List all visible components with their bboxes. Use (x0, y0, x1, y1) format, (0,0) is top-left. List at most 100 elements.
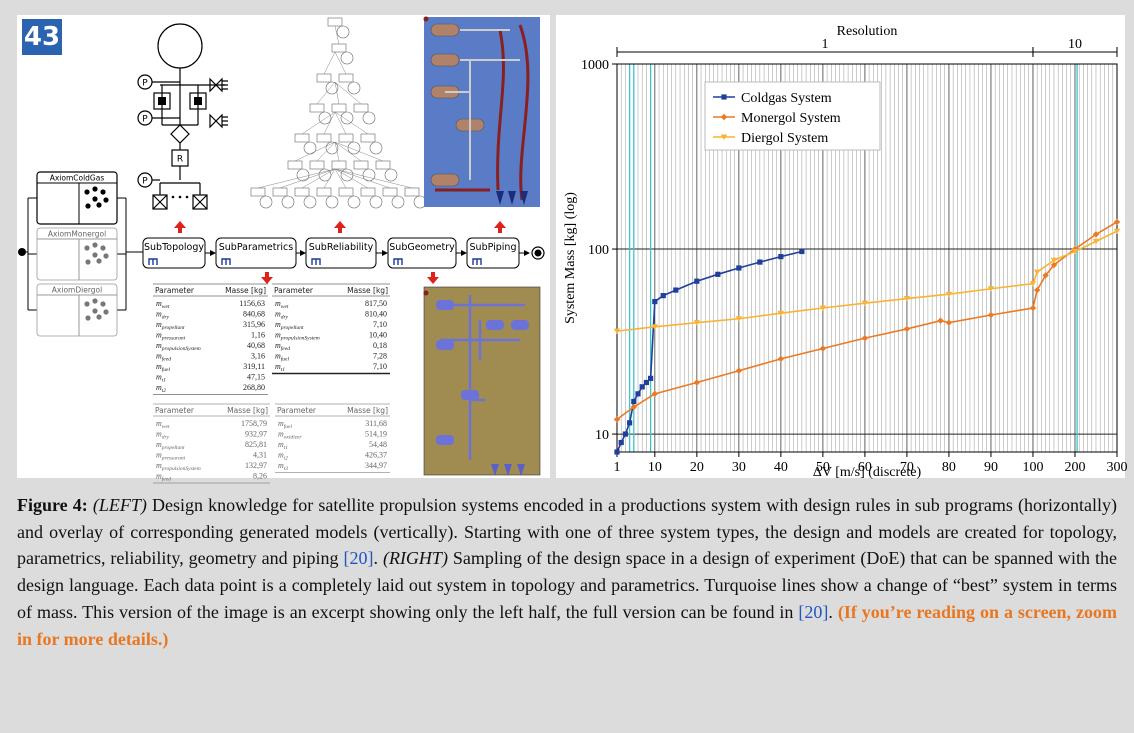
param-sub: dry (162, 435, 170, 441)
geo-part (436, 300, 454, 310)
tree-leaf (337, 26, 349, 38)
axiom-dot (85, 259, 90, 264)
param-sub: propulsionSystem (280, 336, 320, 342)
param-value: 8,26 (253, 472, 267, 481)
param-value: 268,80 (243, 383, 265, 392)
tree-leaf (348, 82, 360, 94)
caption-cite[interactable]: [20] (798, 602, 828, 622)
legend-label: Coldgas System (741, 91, 832, 106)
end-core (535, 250, 542, 257)
param-sub: t1 (281, 367, 286, 373)
marker (736, 265, 741, 270)
param-value: 840,68 (243, 310, 265, 319)
tree-node (317, 134, 331, 142)
param-value: 54,48 (369, 440, 387, 449)
tank-cyl (431, 24, 459, 36)
tree-node (288, 161, 302, 169)
corner (424, 17, 429, 22)
param-value: 426,37 (365, 451, 387, 460)
param-sub: feed (281, 345, 290, 352)
tree-node (405, 188, 419, 196)
corner (424, 291, 429, 296)
table-header: Masse [kg] (225, 286, 266, 295)
marker (778, 254, 783, 259)
tree-node (310, 161, 324, 169)
sub-program-label: SubReliability (309, 242, 374, 253)
tree-node (332, 161, 346, 169)
marker (652, 299, 657, 304)
param-sub: propellant (161, 325, 185, 331)
param-sub: t2 (162, 388, 167, 394)
tree-node (317, 188, 331, 196)
param-sub: wet (162, 424, 170, 430)
caption-cite[interactable]: [20] (344, 548, 374, 568)
table-header: Parameter (277, 406, 317, 415)
x-tick-label: 1 (614, 460, 621, 475)
param-value: 315,96 (243, 320, 265, 329)
tree-node (354, 104, 368, 112)
param-value: 311,68 (365, 419, 387, 428)
param-value: 319,11 (243, 362, 265, 371)
table-header: Masse [kg] (347, 286, 388, 295)
geo-part (436, 435, 454, 445)
tree-leaf (304, 196, 316, 208)
axiom-dot (103, 253, 108, 258)
axiom-dot (92, 308, 97, 313)
legend-label: Diergol System (741, 131, 828, 146)
param-sub: propulsionSystem (161, 346, 201, 352)
page: 43PPRPAxiomColdGasAxiomMonergolAxiomDier… (0, 0, 1134, 733)
segment-label: 1 (821, 37, 828, 52)
param-sub: t2 (284, 456, 289, 462)
axiom-dot (92, 186, 97, 191)
axiom-dot (103, 309, 108, 314)
x-tick-label: 300 (1107, 460, 1128, 475)
tree-node (361, 188, 375, 196)
param-value: 40,68 (247, 341, 265, 350)
tree-leaf (348, 196, 360, 208)
param-value: 514,19 (365, 430, 387, 439)
param-sub: feed (162, 356, 171, 363)
param-value: 10,40 (369, 331, 387, 340)
param-sub: fuel (162, 366, 171, 373)
marker (721, 94, 726, 99)
symbol-label: R (177, 155, 183, 165)
x-tick-label: 200 (1064, 460, 1085, 475)
param-value: 344,97 (365, 461, 387, 470)
legend-label: Monergol System (741, 111, 841, 126)
dot (179, 196, 182, 199)
symbol-label: P (142, 79, 148, 89)
x-tick-label: 30 (732, 460, 746, 475)
param-sub: oxidizer (284, 435, 303, 441)
y-tick-label: 100 (588, 243, 609, 258)
axiom-dot (84, 189, 89, 194)
tree-leaf (370, 142, 382, 154)
tree-node (383, 188, 397, 196)
param-value: 1156,63 (239, 299, 265, 308)
resolution-title: Resolution (837, 24, 898, 39)
tree-node (332, 44, 346, 52)
symbol-label: P (142, 177, 148, 187)
tree-leaf (341, 112, 353, 124)
param-value: 817,50 (365, 299, 387, 308)
param-sub: propulsionSystem (161, 466, 201, 472)
marker (614, 449, 619, 454)
param-value: 47,15 (247, 373, 265, 382)
segment-label: 10 (1068, 37, 1082, 52)
figure: 43PPRPAxiomColdGasAxiomMonergolAxiomDier… (0, 0, 1134, 485)
param-sub: fuel (284, 423, 293, 430)
caption-normal: . (828, 602, 837, 622)
param-value: 132,97 (245, 461, 267, 470)
y-axis-title: System Mass [kg] (log) (563, 192, 578, 324)
axiom-label: AxiomDiergol (52, 286, 102, 295)
axiom-dot (84, 245, 89, 250)
caption-italic: (RIGHT) (378, 548, 448, 568)
x-tick-label: 40 (774, 460, 788, 475)
param-sub: t1 (162, 378, 167, 384)
param-sub: propellant (161, 445, 185, 451)
table-header: Parameter (155, 406, 195, 415)
tree-leaf (319, 112, 331, 124)
geo-part (486, 320, 504, 330)
param-sub: feed (162, 476, 171, 483)
caption: Figure 4: (LEFT) Design knowledge for sa… (17, 492, 1117, 652)
y-tick-label: 1000 (581, 58, 609, 73)
